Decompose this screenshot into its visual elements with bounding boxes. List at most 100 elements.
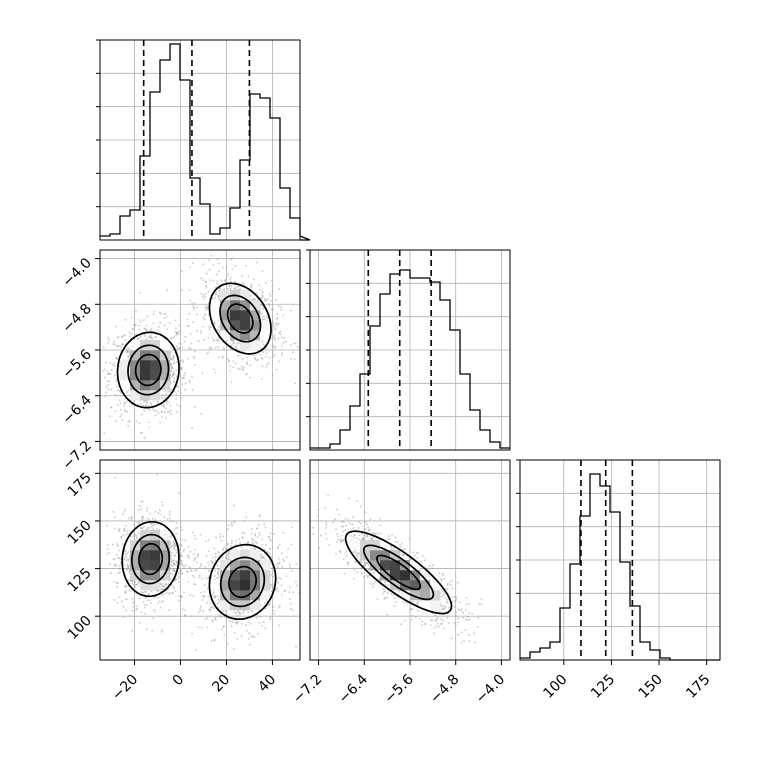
density-cell (250, 590, 261, 601)
sample-point (278, 562, 280, 565)
sample-point (316, 515, 319, 518)
sample-point (120, 346, 122, 348)
sample-point (169, 542, 172, 545)
density-cell (220, 330, 231, 341)
sample-point (194, 350, 196, 353)
sample-point (121, 419, 124, 422)
sample-point (214, 569, 217, 572)
sample-point (259, 348, 262, 350)
sample-point (161, 593, 163, 596)
sample-point (339, 541, 342, 544)
sample-point (256, 542, 258, 544)
sample-point (240, 365, 243, 368)
sample-point (436, 618, 438, 620)
sample-point (187, 325, 190, 327)
sample-point (342, 539, 345, 541)
sample-point (209, 610, 212, 612)
sample-point (227, 542, 230, 545)
sample-point (216, 564, 218, 567)
sample-point (454, 600, 456, 602)
sample-point (432, 632, 435, 635)
sample-point (354, 551, 356, 554)
histogram-step (310, 269, 510, 449)
sample-point (422, 554, 424, 557)
sample-point (161, 501, 163, 504)
sample-point (116, 554, 118, 556)
sample-point (126, 530, 129, 533)
sample-point (164, 337, 166, 340)
sample-point (109, 372, 112, 375)
sample-point (217, 569, 220, 571)
sample-point (352, 551, 355, 553)
sample-point (135, 310, 137, 313)
sample-point (231, 268, 234, 270)
sample-point (250, 609, 253, 612)
sample-point (251, 298, 253, 301)
sample-point (434, 619, 437, 621)
sample-point (210, 293, 213, 296)
sample-point (208, 564, 211, 567)
sample-point (180, 560, 183, 563)
sample-point (107, 370, 109, 373)
sample-point (130, 530, 132, 533)
sample-point (210, 347, 213, 349)
sample-point (203, 338, 205, 341)
sample-point (126, 411, 129, 413)
sample-point (128, 565, 130, 567)
sample-point (258, 531, 261, 534)
sample-point (135, 609, 137, 612)
sample-point (379, 524, 382, 527)
sample-point (136, 583, 139, 586)
sample-point (171, 560, 174, 563)
sample-point (113, 365, 116, 367)
sample-point (189, 347, 192, 350)
sample-point (218, 558, 221, 560)
sample-point (312, 526, 314, 529)
sample-point (119, 402, 122, 405)
sample-point (282, 314, 284, 317)
sample-point (132, 601, 134, 604)
sample-point (285, 556, 288, 559)
sample-point (366, 523, 368, 525)
density-cell (240, 290, 251, 301)
density-cell (220, 320, 231, 331)
density-cell (250, 550, 261, 561)
sample-point (214, 556, 217, 558)
density-cell (130, 550, 141, 561)
sample-point (463, 640, 465, 642)
sample-point (102, 346, 105, 349)
sample-point (127, 451, 129, 453)
sample-point (239, 288, 241, 290)
y-tick-label: 125 (65, 565, 95, 595)
sample-point (400, 623, 402, 626)
sample-point (358, 553, 361, 556)
sample-point (179, 405, 181, 407)
sample-point (367, 530, 370, 533)
sample-point (113, 599, 116, 601)
sample-point (127, 565, 129, 568)
sample-point (105, 391, 107, 394)
sample-point (122, 343, 124, 345)
sample-point (266, 600, 269, 603)
sample-point (460, 631, 463, 634)
sample-point (192, 595, 195, 597)
density-cell (160, 340, 171, 351)
sample-point (202, 297, 205, 300)
sample-point (360, 567, 363, 570)
density-cell (160, 570, 171, 581)
sample-point (449, 581, 451, 583)
sample-point (263, 315, 265, 318)
sample-point (281, 344, 284, 347)
sample-point (269, 603, 272, 605)
sample-point (234, 612, 237, 614)
sample-point (364, 521, 367, 523)
sample-point (345, 550, 348, 553)
sample-point (269, 295, 272, 297)
sample-point (165, 417, 167, 419)
sample-point (113, 341, 116, 343)
density-cell (420, 580, 431, 591)
sample-point (169, 578, 172, 581)
sample-point (102, 369, 105, 372)
sample-point (172, 380, 175, 383)
sample-point (259, 604, 262, 607)
